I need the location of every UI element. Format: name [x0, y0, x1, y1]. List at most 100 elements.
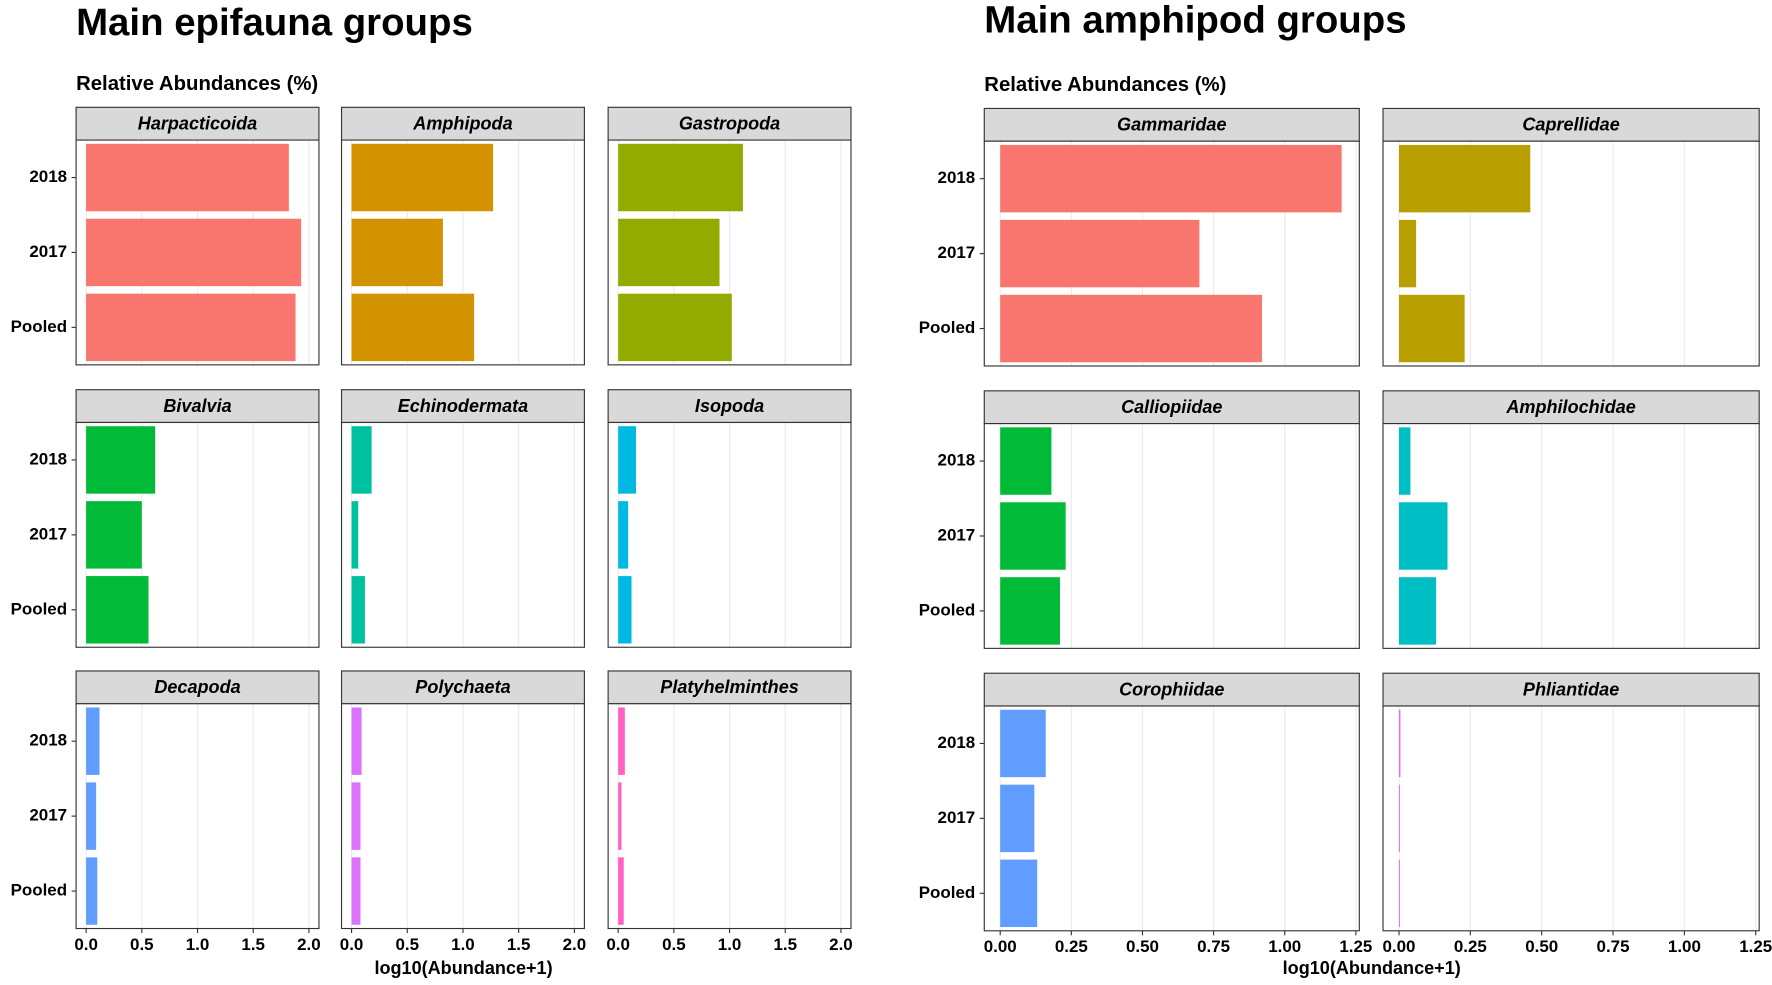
x-tick-label: 0.75	[1597, 937, 1630, 956]
strip-label: Bivalvia	[163, 396, 231, 416]
bar	[1399, 427, 1411, 495]
y-tick-label: 2017	[938, 243, 976, 262]
y-tick-label: 2018	[938, 733, 976, 752]
bar	[1000, 294, 1262, 363]
strip-label: Gammaridae	[1117, 115, 1226, 135]
bar	[1000, 144, 1342, 213]
bar	[351, 857, 361, 925]
bar	[86, 501, 142, 569]
y-tick-label: 2017	[938, 525, 976, 544]
bar	[1399, 859, 1400, 928]
strip-label: Corophiidae	[1119, 680, 1224, 700]
x-tick-label: 0.50	[1525, 937, 1558, 956]
chart-title: Main epifauna groups	[76, 1, 473, 44]
x-tick-label: 0.25	[1055, 937, 1088, 956]
bar	[351, 143, 494, 212]
x-tick-label: 0.0	[340, 935, 364, 954]
bar	[618, 707, 625, 775]
x-tick-label: 1.5	[241, 935, 265, 954]
bar	[618, 293, 732, 362]
bar	[618, 143, 743, 212]
strip-label: Amphipoda	[412, 114, 512, 134]
y-tick-label: 2017	[938, 808, 976, 827]
bar	[351, 501, 359, 569]
x-tick-label: 1.0	[718, 935, 742, 954]
bar	[1399, 502, 1448, 570]
y-tick-label: Pooled	[11, 881, 67, 900]
x-tick-label: 0.0	[606, 935, 630, 954]
panel-border	[1382, 705, 1760, 932]
panel-border	[340, 421, 585, 648]
y-tick-label: Pooled	[919, 318, 975, 337]
bar	[351, 576, 365, 644]
x-tick-label: 0.00	[1383, 937, 1416, 956]
bar	[618, 857, 624, 925]
strip	[983, 390, 1360, 425]
y-tick-label: 2018	[29, 167, 67, 186]
x-tick-label: 1.00	[1268, 937, 1301, 956]
x-tick-label: 0.25	[1454, 937, 1487, 956]
panel	[984, 705, 1360, 931]
x-tick-label: 1.25	[1339, 937, 1372, 956]
y-tick-label: Pooled	[919, 883, 975, 902]
strip	[983, 107, 1360, 142]
strip	[340, 106, 585, 141]
bar	[1000, 427, 1052, 495]
bar	[618, 576, 632, 644]
strip	[75, 106, 320, 141]
y-tick-label: Pooled	[919, 600, 975, 619]
y-tick-label: 2018	[938, 168, 976, 187]
bar	[351, 293, 475, 362]
strip	[983, 672, 1360, 707]
x-tick-label: 0.5	[662, 935, 686, 954]
strip-label: Isopoda	[695, 396, 764, 416]
panel-border	[1382, 423, 1760, 649]
bar	[86, 782, 97, 850]
strip	[607, 389, 852, 424]
x-tick-label: 1.5	[507, 935, 531, 954]
strip-label: Polychaeta	[415, 677, 510, 697]
bar	[1000, 502, 1066, 570]
x-tick-label: 1.0	[186, 935, 210, 954]
y-tick-label: 2018	[29, 449, 67, 468]
y-tick-label: 2017	[29, 806, 67, 825]
x-tick-label: 0.5	[130, 935, 154, 954]
x-tick-label: 1.00	[1668, 937, 1701, 956]
panel-border	[607, 421, 852, 648]
bar	[351, 426, 372, 494]
bar	[86, 857, 98, 925]
strip-label: Platyhelminthes	[660, 677, 799, 697]
strip-label: Decapoda	[154, 677, 240, 697]
x-tick-label: 0.75	[1197, 937, 1230, 956]
strip	[607, 106, 852, 141]
strip-label: Phliantidae	[1523, 680, 1619, 700]
strip	[75, 670, 320, 705]
y-tick-label: 2017	[29, 242, 67, 261]
x-tick-label: 2.0	[297, 935, 321, 954]
x-tick-label: 0.5	[395, 935, 419, 954]
bar	[86, 707, 100, 775]
bar	[1399, 709, 1401, 778]
strip-label: Gastropoda	[679, 114, 780, 134]
bar	[618, 218, 720, 287]
panel-border	[340, 139, 585, 366]
bar	[351, 218, 443, 287]
y-tick-label: Pooled	[11, 317, 67, 336]
strip	[340, 670, 585, 705]
strip	[1382, 390, 1760, 425]
panel	[1383, 705, 1760, 931]
strip-label: Caprellidae	[1522, 115, 1619, 135]
strip-label: Calliopiidae	[1121, 397, 1222, 417]
x-tick-label: 0.50	[1126, 937, 1159, 956]
bar	[1399, 219, 1417, 288]
strip	[75, 389, 320, 424]
chart-title: Main amphipod groups	[984, 0, 1406, 42]
strip-label: Harpacticoida	[138, 114, 257, 134]
y-tick-label: 2018	[29, 731, 67, 750]
bar	[1000, 219, 1200, 288]
strip-label: Echinodermata	[398, 396, 529, 416]
bar	[351, 707, 362, 775]
panel-border	[1382, 140, 1760, 367]
chart-subtitle: Relative Abundances (%)	[76, 73, 318, 95]
bar	[1000, 784, 1035, 853]
